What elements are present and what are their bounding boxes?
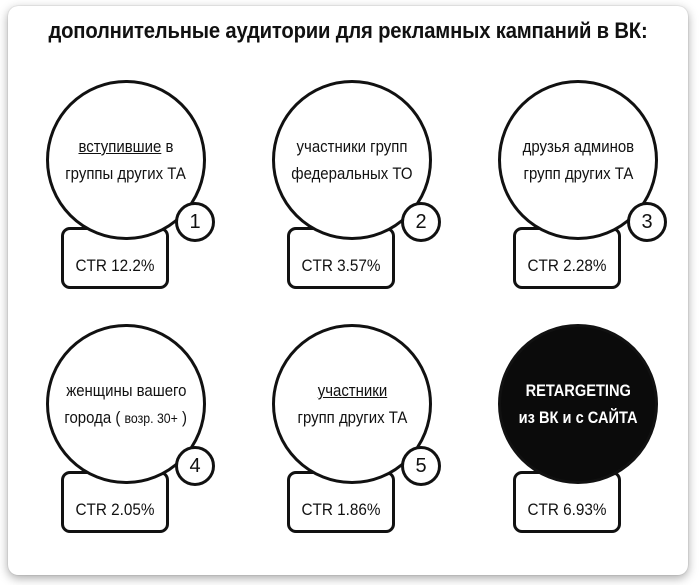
audience-card-4: CTR 2.05% женщины вашего города ( возр. … xyxy=(22,316,215,546)
slide: дополнительные аудитории для рекламных к… xyxy=(8,6,688,575)
audience-card-5: CTR 1.86% участники групп других ТА 5 xyxy=(248,316,441,546)
audience-card-retargeting: CTR 6.93% RETARGETING из ВК и с САЙТА xyxy=(474,316,658,546)
number-badge: 3 xyxy=(627,202,667,242)
audience-card-3: CTR 2.28% друзья админов групп других ТА… xyxy=(474,72,667,302)
audience-line-1: друзья админов xyxy=(522,137,634,156)
ctr-label: CTR 2.05% xyxy=(75,500,155,519)
line-part-a: города ( xyxy=(64,407,125,427)
audience-circle: участники групп других ТА xyxy=(272,324,432,484)
slide-title: дополнительные аудитории для рекламных к… xyxy=(48,18,648,43)
audience-line-1: участники xyxy=(317,377,386,404)
ctr-label: CTR 3.57% xyxy=(301,256,381,275)
audience-line-2: федеральных ТО xyxy=(291,164,413,183)
ctr-label: CTR 6.93% xyxy=(527,500,607,519)
audience-line-2: групп других ТА xyxy=(297,408,407,427)
audience-card-2: CTR 3.57% участники групп федеральных ТО… xyxy=(248,72,441,302)
underlined-word: участники xyxy=(317,381,387,400)
audience-line-2: города ( возр. 30+ ) xyxy=(65,404,188,432)
audience-line-1: RETARGETING xyxy=(525,381,631,400)
audience-card-1: CTR 12.2% вступившие в группы других ТА … xyxy=(22,72,215,302)
audience-circle: женщины вашего города ( возр. 30+ ) xyxy=(46,324,206,484)
ctr-label: CTR 2.28% xyxy=(527,256,607,275)
ctr-label: CTR 1.86% xyxy=(301,500,381,519)
number-badge: 2 xyxy=(401,202,441,242)
number-badge: 4 xyxy=(175,446,215,486)
line-rest: в xyxy=(161,137,174,156)
audience-line-1: вступившие в xyxy=(79,133,174,160)
retargeting-circle: RETARGETING из ВК и с САЙТА xyxy=(498,324,658,484)
audience-line-1: участники групп xyxy=(296,137,408,156)
audience-line-2: группы других ТА xyxy=(65,164,187,183)
line-part-b: ) xyxy=(178,407,188,427)
underlined-word: вступившие xyxy=(78,137,162,156)
number-badge: 5 xyxy=(401,446,441,486)
ctr-tab: CTR 2.05% xyxy=(61,471,169,533)
number-badge: 1 xyxy=(175,202,215,242)
ctr-label: CTR 12.2% xyxy=(75,256,155,275)
audience-line-2: групп других ТА xyxy=(523,164,633,183)
ctr-tab: CTR 3.57% xyxy=(287,227,395,289)
age-note: возр. 30+ xyxy=(124,409,179,426)
audience-line-1: женщины вашего xyxy=(65,380,187,400)
audience-line-2: из ВК и с САЙТА xyxy=(518,408,638,427)
